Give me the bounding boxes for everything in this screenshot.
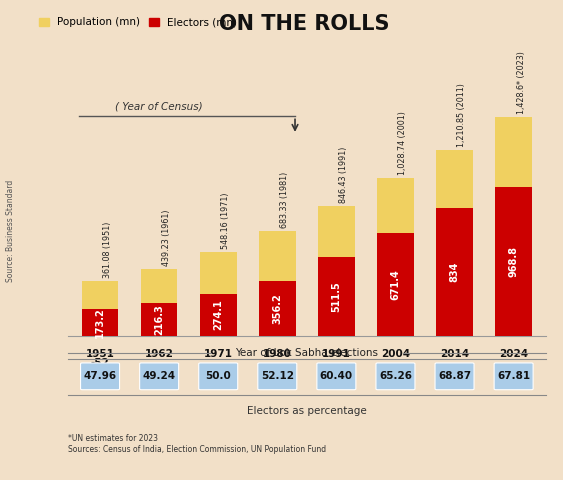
Text: 173.2: 173.2 xyxy=(95,307,105,338)
Text: 274.1: 274.1 xyxy=(213,300,223,330)
Text: 1962: 1962 xyxy=(145,349,173,359)
FancyBboxPatch shape xyxy=(494,363,533,390)
Bar xyxy=(436,208,473,336)
Text: 52.12: 52.12 xyxy=(261,372,294,381)
Text: 2014: 2014 xyxy=(440,349,469,359)
Bar xyxy=(200,252,236,336)
Bar xyxy=(82,280,118,336)
Text: 361.08 (1951): 361.08 (1951) xyxy=(103,221,112,278)
Bar xyxy=(436,150,473,336)
FancyBboxPatch shape xyxy=(435,363,474,390)
Text: 846.43 (1991): 846.43 (1991) xyxy=(339,147,348,203)
Text: 67.81: 67.81 xyxy=(497,372,530,381)
Text: *UN estimates for 2023
Sources: Census of India, Election Commission, UN Populat: *UN estimates for 2023 Sources: Census o… xyxy=(68,434,325,454)
Bar xyxy=(141,303,177,336)
Text: 671.4: 671.4 xyxy=(391,269,400,300)
Text: 511.5: 511.5 xyxy=(332,281,341,312)
Text: 1,028.74 (2001): 1,028.74 (2001) xyxy=(399,111,408,175)
Text: 1971: 1971 xyxy=(204,349,233,359)
Bar xyxy=(141,268,177,336)
Text: 1980: 1980 xyxy=(263,349,292,359)
Text: -52: -52 xyxy=(91,358,109,368)
Text: ( Year of Census): ( Year of Census) xyxy=(115,102,203,112)
Text: 68.87: 68.87 xyxy=(438,372,471,381)
Text: 2004: 2004 xyxy=(381,349,410,359)
Text: 60.40: 60.40 xyxy=(320,372,353,381)
Text: 1951: 1951 xyxy=(86,349,114,359)
Bar xyxy=(495,187,532,336)
FancyBboxPatch shape xyxy=(81,363,119,390)
Text: 356.2: 356.2 xyxy=(272,293,282,324)
Text: 968.8: 968.8 xyxy=(508,246,519,277)
FancyBboxPatch shape xyxy=(140,363,178,390)
Text: 65.26: 65.26 xyxy=(379,372,412,381)
Bar xyxy=(259,281,296,336)
Bar xyxy=(495,117,532,336)
Bar xyxy=(377,233,414,336)
Text: 216.3: 216.3 xyxy=(154,304,164,335)
Text: 548.16 (1971): 548.16 (1971) xyxy=(221,192,230,249)
Text: 2024: 2024 xyxy=(499,349,528,359)
Text: 49.24: 49.24 xyxy=(142,372,176,381)
Text: Year of Lok Sabha elections: Year of Lok Sabha elections xyxy=(235,348,378,358)
Bar xyxy=(318,206,355,336)
Text: 834: 834 xyxy=(449,262,459,282)
FancyBboxPatch shape xyxy=(376,363,415,390)
Text: 50.0: 50.0 xyxy=(205,372,231,381)
Bar xyxy=(200,294,236,336)
FancyBboxPatch shape xyxy=(199,363,238,390)
Text: 439.23 (1961): 439.23 (1961) xyxy=(162,209,171,266)
Bar xyxy=(318,257,355,336)
FancyBboxPatch shape xyxy=(317,363,356,390)
Legend: Population (mn), Electors (mn): Population (mn), Electors (mn) xyxy=(34,13,242,32)
Bar xyxy=(82,310,118,336)
Text: 1,428.6* (2023): 1,428.6* (2023) xyxy=(517,51,526,114)
Text: 683.33 (1981): 683.33 (1981) xyxy=(280,172,289,228)
Text: 1991: 1991 xyxy=(322,349,351,359)
Bar xyxy=(259,231,296,336)
Bar xyxy=(377,178,414,336)
FancyBboxPatch shape xyxy=(258,363,297,390)
Text: Source: Business Standard: Source: Business Standard xyxy=(6,179,15,282)
Text: 1,210.85 (2011): 1,210.85 (2011) xyxy=(458,84,467,147)
Text: ON THE ROLLS: ON THE ROLLS xyxy=(219,14,389,35)
Text: 47.96: 47.96 xyxy=(83,372,117,381)
Text: Electors as percentage: Electors as percentage xyxy=(247,406,367,416)
